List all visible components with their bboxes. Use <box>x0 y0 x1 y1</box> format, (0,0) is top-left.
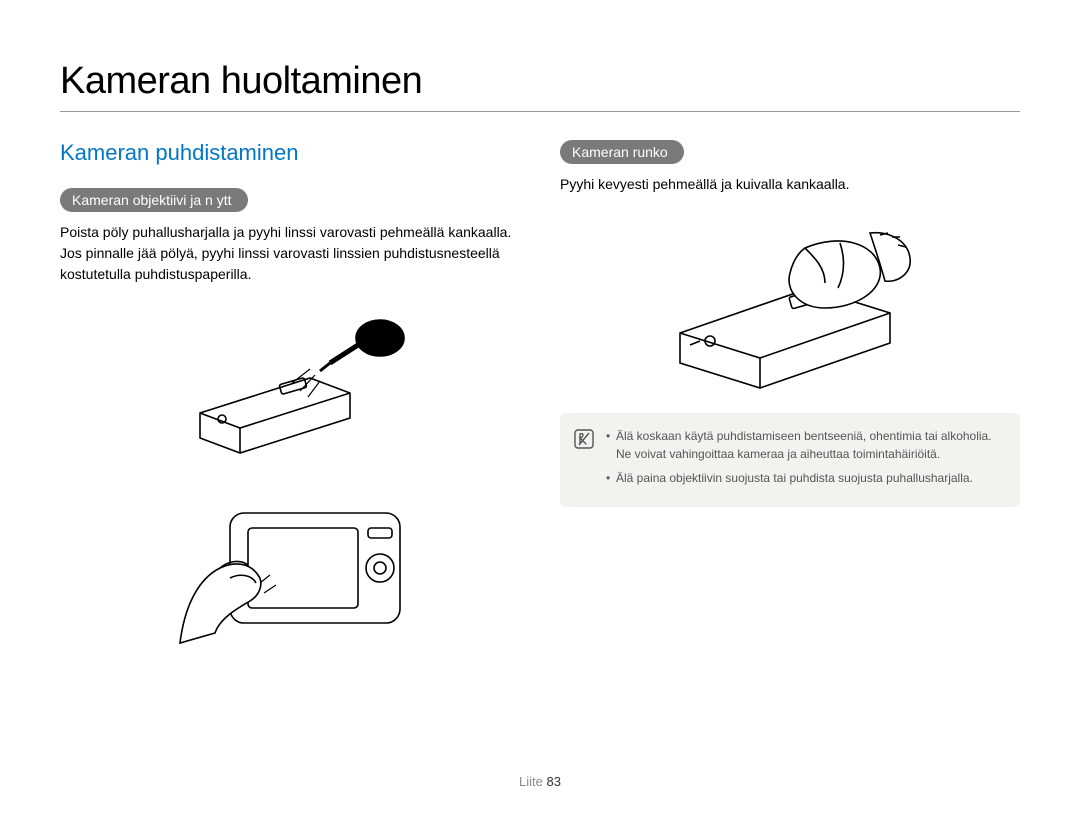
note-item: Älä koskaan käytä puhdistamiseen bentsee… <box>606 427 1004 463</box>
pill-lens-display: Kameran objektiivi ja n ytt <box>60 188 248 212</box>
footer-section-label: Liite <box>519 774 543 789</box>
note-box: Älä koskaan käytä puhdistamiseen bentsee… <box>560 413 1020 507</box>
left-column: Kameran puhdistaminen Kameran objektiivi… <box>60 140 520 673</box>
illustration-blower <box>160 303 420 463</box>
section-heading-cleaning: Kameran puhdistaminen <box>60 140 520 166</box>
paragraph-body-cleaning: Pyyhi kevyesti pehmeällä ja kuivalla kan… <box>560 174 1020 195</box>
right-column: Kameran runko Pyyhi kevyesti pehmeällä j… <box>560 140 1020 673</box>
illustration-wipe-screen <box>160 483 420 653</box>
note-icon <box>574 429 594 449</box>
footer-page-number: 83 <box>547 774 561 789</box>
pill-camera-body: Kameran runko <box>560 140 684 164</box>
page-footer: Liite 83 <box>0 774 1080 789</box>
title-rule <box>60 111 1020 112</box>
page-title: Kameran huoltaminen <box>60 60 1020 103</box>
paragraph-lens-cleaning: Poista pöly puhallusharjalla ja pyyhi li… <box>60 222 520 285</box>
content-columns: Kameran puhdistaminen Kameran objektiivi… <box>60 140 1020 673</box>
note-item: Älä paina objektiivin suojusta tai puhdi… <box>606 469 1004 487</box>
illustration-wipe-body <box>640 213 940 393</box>
note-list: Älä koskaan käytä puhdistamiseen bentsee… <box>606 427 1004 493</box>
